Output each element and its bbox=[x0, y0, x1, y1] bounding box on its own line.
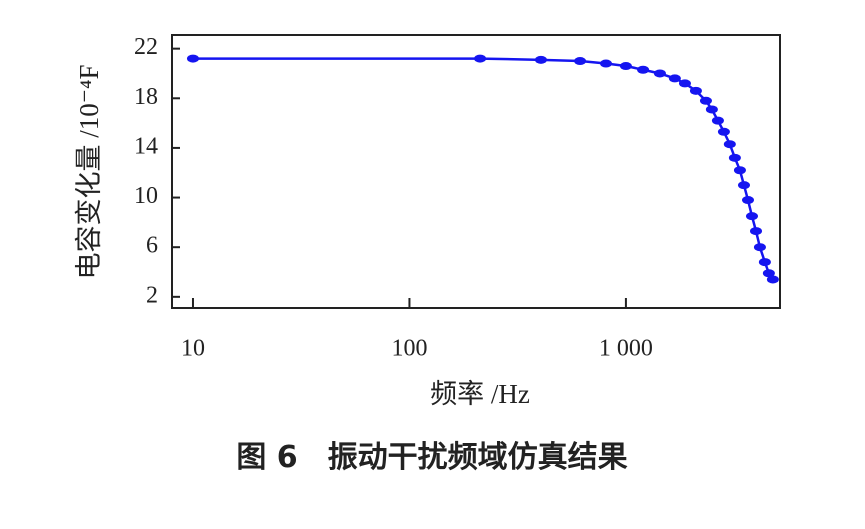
data-point bbox=[653, 69, 666, 78]
data-point bbox=[474, 54, 487, 63]
data-point bbox=[574, 57, 587, 66]
y-tick-label: 6 bbox=[146, 233, 158, 259]
data-point bbox=[728, 153, 741, 162]
x-tick-label: 10 bbox=[181, 336, 205, 362]
data-point bbox=[758, 258, 771, 267]
data-point bbox=[723, 140, 736, 149]
data-point bbox=[750, 227, 763, 236]
data-point bbox=[753, 243, 766, 252]
data-point bbox=[186, 54, 199, 63]
data-point bbox=[637, 65, 650, 74]
plot-frame bbox=[171, 34, 781, 309]
x-tick-label: 100 bbox=[391, 336, 427, 362]
data-point bbox=[766, 275, 779, 284]
data-line bbox=[192, 57, 774, 281]
y-tick-label: 18 bbox=[134, 84, 158, 110]
y-tick-label: 2 bbox=[146, 282, 158, 308]
data-point bbox=[741, 196, 754, 205]
y-tick-label: 10 bbox=[134, 183, 158, 209]
y-tick-label: 14 bbox=[134, 133, 158, 159]
data-point bbox=[762, 269, 775, 278]
data-point bbox=[699, 96, 712, 105]
data-point bbox=[668, 74, 681, 83]
data-point bbox=[534, 55, 547, 64]
data-point bbox=[599, 59, 612, 68]
data-point bbox=[737, 181, 750, 190]
x-axis-label: 频率 /Hz bbox=[430, 379, 530, 409]
data-point bbox=[705, 105, 718, 114]
data-point bbox=[619, 62, 632, 71]
data-point bbox=[689, 86, 702, 95]
y-tick-label: 22 bbox=[134, 34, 158, 60]
caption: 图 6 振动干扰频域仿真结果 bbox=[236, 440, 627, 475]
data-point bbox=[678, 79, 691, 88]
x-tick-label: 1 000 bbox=[599, 336, 653, 362]
y-axis-label: 电容变化量 /10⁻⁴F bbox=[74, 65, 104, 280]
data-point bbox=[745, 212, 758, 221]
data-point bbox=[733, 166, 746, 175]
data-point bbox=[711, 116, 724, 125]
data-point bbox=[717, 127, 730, 136]
